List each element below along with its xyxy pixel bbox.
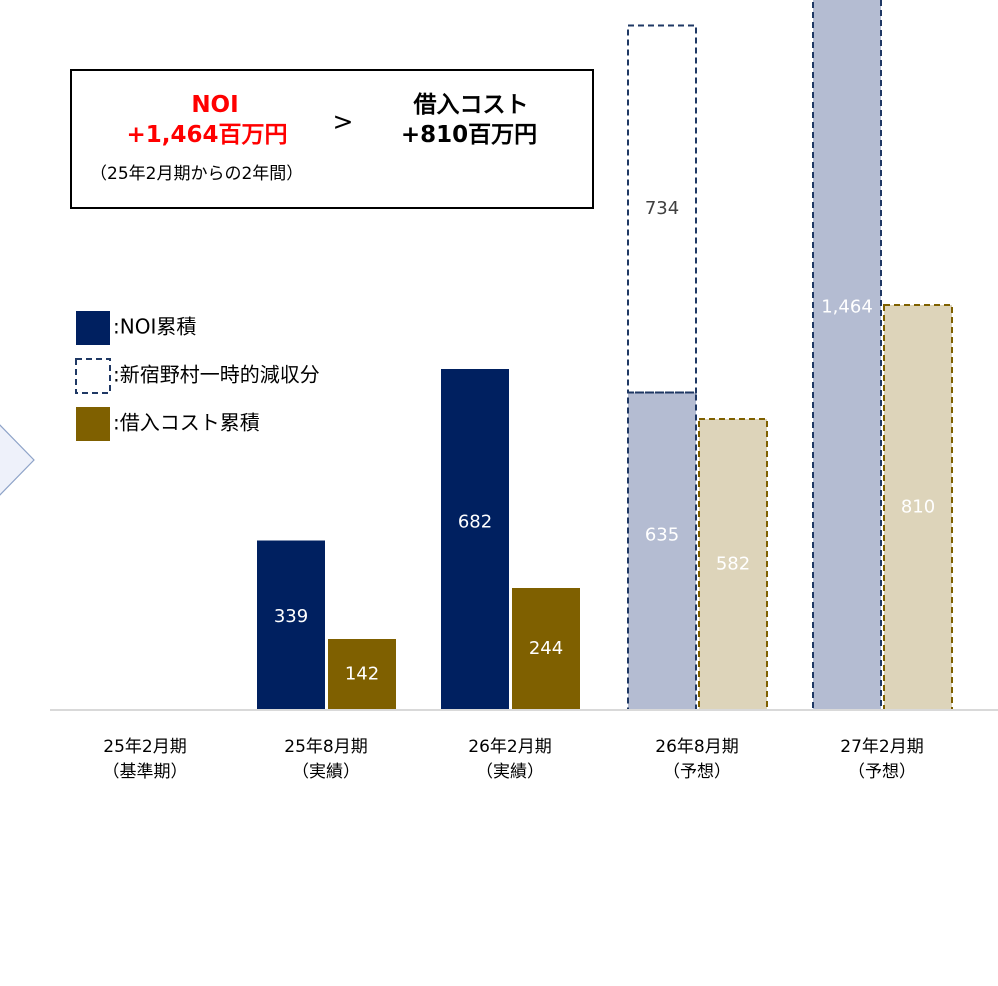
noi-bar-label-1: 339 — [274, 606, 308, 627]
cost-bar-label-2: 244 — [529, 638, 563, 659]
callout-cost-value: +810百万円 — [401, 122, 537, 148]
cost-bar-label-1: 142 — [345, 664, 379, 685]
x-tick-label-0: 25年2月期 — [103, 737, 186, 757]
x-tick-label-1: 25年8月期 — [284, 737, 367, 757]
cost-bar-4 — [883, 304, 953, 711]
x-tick-label-4: 27年2月期 — [840, 737, 923, 757]
noi-bar-4 — [813, 0, 881, 710]
legend-label-1: :新宿野村一時的減収分 — [113, 363, 320, 387]
x-tick-sublabel-0: （基準期） — [103, 762, 188, 782]
callout-operator: > — [333, 107, 354, 136]
legend-layer: :NOI累積 :新宿野村一時的減収分 :借入コスト累積 — [75, 311, 320, 441]
decorative-arrow-shape — [0, 424, 35, 496]
noi-bar-label-3: 635 — [645, 524, 679, 545]
x-tick-sublabel-1: （実績） — [292, 762, 360, 782]
noi-bar-2 — [441, 369, 509, 710]
forecast-outline-noi-3 — [627, 391, 697, 711]
cost-bar-3 — [698, 418, 768, 711]
callout-noi-value: +1,464百万円 — [126, 122, 287, 148]
temp-decrease-label-3: 734 — [645, 198, 679, 219]
noi-bar-label-4: 1,464 — [821, 296, 873, 317]
bars-layer — [257, 0, 953, 711]
arrow-layer — [0, 424, 35, 496]
x-tick-sublabel-4: （予想） — [848, 762, 916, 782]
noi-bar-label-2: 682 — [458, 511, 492, 532]
legend-label-0: :NOI累積 — [113, 315, 196, 339]
callout-noi-label: NOI — [191, 92, 238, 118]
cost-bar-2 — [512, 588, 580, 710]
legend-swatch-0 — [76, 311, 110, 345]
cost-bar-label-3: 582 — [716, 554, 750, 575]
cost-bar-label-4: 810 — [901, 497, 935, 518]
legend-swatch-1 — [75, 358, 111, 394]
noi-bar-3 — [628, 392, 696, 710]
legend-swatch-2 — [76, 407, 110, 441]
callout-layer: NOI +1,464百万円 > 借入コスト +810百万円 （25年2月期からの2年間） — [70, 69, 594, 209]
x-tick-label-2: 26年2月期 — [468, 737, 551, 757]
noi-bar-1 — [257, 540, 325, 710]
cost-bar-1 — [328, 639, 396, 710]
legend-label-2: :借入コスト累積 — [113, 411, 260, 435]
callout-cost-label: 借入コスト — [413, 92, 529, 118]
axis-layer: 25年2月期 （基準期） 25年8月期 （実績） 26年2月期 （実績） 26年8月期 （予想… — [50, 709, 998, 782]
callout-note: （25年2月期からの2年間） — [90, 164, 303, 184]
temp-decrease-bar-3 — [627, 24, 697, 394]
x-tick-sublabel-2: （実績） — [476, 762, 544, 782]
x-tick-sublabel-3: （予想） — [663, 762, 731, 782]
x-tick-label-3: 26年8月期 — [655, 737, 738, 757]
callout-box — [70, 69, 594, 209]
